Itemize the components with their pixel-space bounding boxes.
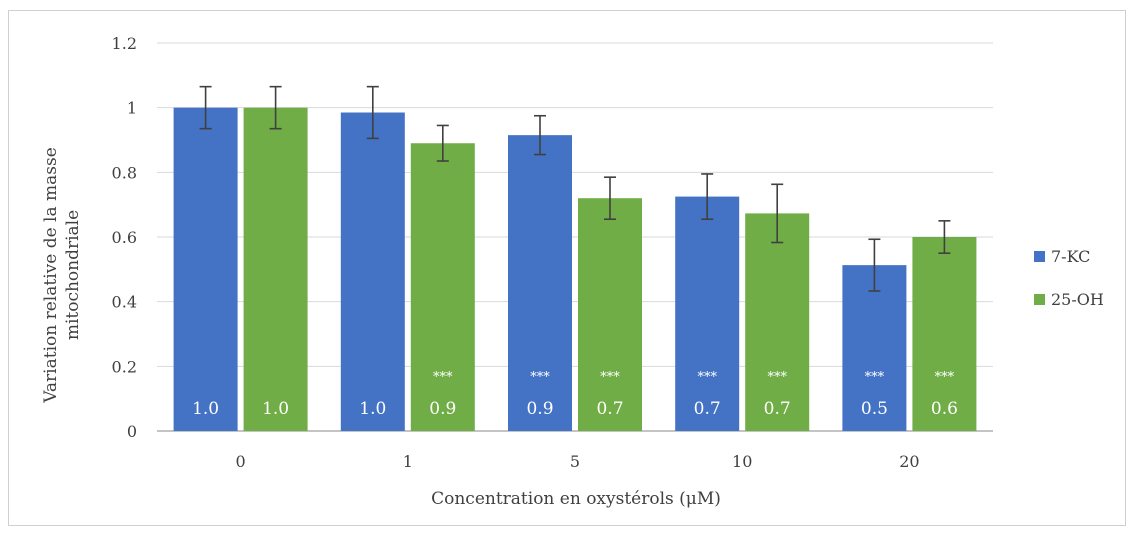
bar-7kc-1 — [340, 112, 405, 432]
y-tick-label: 0.2 — [112, 357, 137, 376]
legend-swatch-7kc — [1034, 251, 1045, 262]
y-tick-label: 0.6 — [112, 228, 137, 247]
significance-label: *** — [697, 370, 717, 385]
x-tick-label: 1 — [403, 452, 413, 471]
error-bars — [199, 85, 951, 292]
y-tick-label: 1 — [127, 99, 137, 118]
data-label: 1.0 — [192, 399, 219, 419]
legend-label-7kc: 7-KC — [1051, 247, 1090, 266]
x-tick-label: 0 — [236, 452, 246, 471]
bar-7kc-5 — [508, 135, 572, 431]
bar-25oh-10 — [745, 213, 810, 431]
legend-swatch-25oh — [1034, 294, 1045, 305]
x-axis-title: Concentration en oxystérols (μM) — [431, 489, 721, 509]
y-axis-title-line-2: mitochondriale — [63, 210, 83, 340]
data-label: 0.9 — [526, 399, 553, 419]
bar-25oh-20 — [912, 237, 977, 431]
y-tick-label: 0.4 — [112, 293, 137, 312]
data-label: 1.0 — [262, 399, 289, 419]
bars — [173, 107, 977, 432]
y-tick-label: 0.8 — [112, 163, 137, 182]
bar-25oh-1 — [410, 143, 475, 431]
x-tick-label: 5 — [570, 452, 580, 471]
x-axis-ticks: 0 1 5 10 20 — [236, 452, 920, 471]
data-label: 0.6 — [931, 399, 958, 419]
significance-label: *** — [600, 370, 620, 385]
significance-label: *** — [433, 370, 453, 385]
bar-7kc-0 — [173, 107, 238, 432]
bar-7kc-20 — [842, 265, 907, 431]
data-label: 0.7 — [596, 399, 623, 419]
data-label: 0.9 — [429, 399, 456, 419]
significance-label: *** — [935, 370, 955, 385]
y-axis-title: Variation relative de la masse mitochond… — [41, 147, 83, 404]
data-label: 0.7 — [764, 399, 791, 419]
y-tick-label: 0 — [127, 422, 137, 441]
data-label: 1.0 — [359, 399, 386, 419]
y-axis-title-line-1: Variation relative de la masse — [41, 147, 61, 404]
y-tick-label: 1.2 — [112, 34, 137, 53]
y-axis-ticks: 0 0.2 0.4 0.6 0.8 1 1.2 — [112, 34, 137, 441]
significance-label: *** — [865, 370, 885, 385]
data-labels: 1.0 1.0 1.0 0.9 *** 0.9 *** 0.7 *** 0.7 *** 0.7 *** 0… — [192, 370, 958, 419]
bar-25oh-0 — [243, 107, 308, 432]
significance-label: *** — [530, 370, 550, 385]
legend-label-25oh: 25-OH — [1051, 290, 1104, 309]
x-tick-label: 10 — [732, 452, 752, 471]
x-tick-label: 20 — [899, 452, 919, 471]
bar-7kc-10 — [675, 196, 740, 431]
bar-25oh-5 — [578, 198, 642, 431]
data-label: 0.7 — [694, 399, 721, 419]
data-label: 0.5 — [861, 399, 888, 419]
legend: 7-KC 25-OH — [1034, 247, 1104, 309]
significance-label: *** — [767, 370, 787, 385]
